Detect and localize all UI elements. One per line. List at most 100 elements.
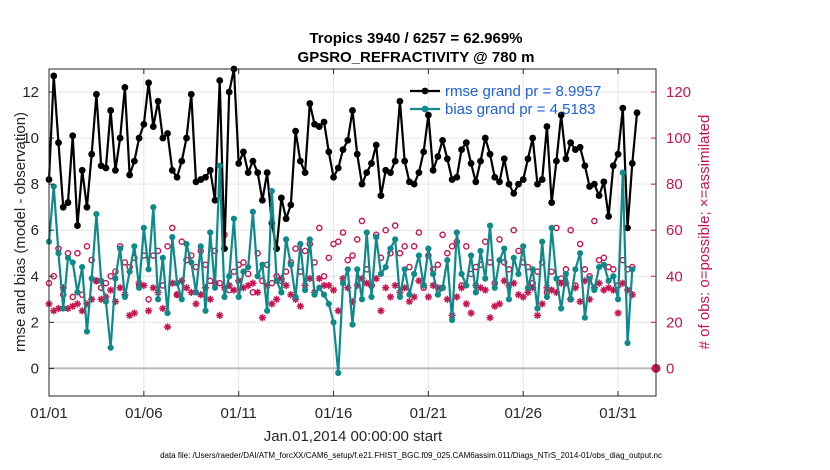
bias-point bbox=[136, 284, 143, 291]
rmse-point bbox=[145, 79, 152, 87]
bias-point bbox=[458, 270, 465, 278]
assimilated-obs-stroke bbox=[74, 300, 81, 307]
assimilated-obs-marker bbox=[230, 286, 238, 294]
assimilated-obs-stroke bbox=[363, 280, 370, 287]
bias-point bbox=[169, 234, 176, 241]
bias-point bbox=[453, 229, 460, 236]
bias-point bbox=[396, 293, 404, 301]
assimilated-obs-stroke bbox=[330, 287, 337, 294]
bias-point bbox=[83, 328, 91, 335]
assimilated-obs-marker bbox=[533, 311, 542, 320]
bias-point bbox=[534, 305, 541, 312]
assimilated-obs-marker bbox=[216, 311, 224, 320]
possible-obs-marker bbox=[107, 272, 114, 280]
possible-obs-marker bbox=[434, 261, 442, 269]
assimilated-obs-marker bbox=[144, 307, 153, 315]
assimilated-obs-marker bbox=[325, 281, 333, 290]
y2-axis-label: # of obs: o=possible; ×=assimilated bbox=[696, 115, 713, 350]
bias-point bbox=[131, 243, 138, 250]
rmse-point bbox=[628, 160, 636, 167]
rmse-point bbox=[254, 169, 262, 177]
bias-point bbox=[221, 293, 228, 301]
rmse-point bbox=[467, 160, 475, 167]
assimilated-obs-stroke bbox=[510, 280, 517, 287]
assimilated-obs-stroke bbox=[534, 312, 541, 319]
rmse-point bbox=[462, 139, 470, 147]
assimilated-obs-marker bbox=[107, 286, 115, 294]
assimilated-obs-marker bbox=[206, 295, 214, 303]
possible-obs-marker bbox=[353, 236, 361, 243]
assimilated-obs-stroke bbox=[373, 275, 380, 282]
assimilated-obs-marker bbox=[382, 284, 390, 292]
bias-point bbox=[216, 162, 223, 169]
y2-tick-label: 60 bbox=[666, 222, 683, 239]
bias-point bbox=[548, 224, 555, 231]
bias-point bbox=[320, 291, 328, 298]
bias-point bbox=[401, 266, 408, 273]
assimilated-obs-marker bbox=[163, 323, 172, 331]
rmse-point bbox=[391, 157, 399, 165]
bias-point bbox=[278, 289, 285, 296]
x-axis: 01/01 01/06 01/11 01/16 01/21 01/26 01/31 bbox=[30, 69, 637, 422]
bias-point bbox=[382, 263, 389, 271]
rmse-point bbox=[50, 72, 58, 80]
bias-point bbox=[145, 266, 152, 273]
possible-obs-marker bbox=[496, 236, 503, 243]
assimilated-obs-stroke bbox=[496, 300, 503, 307]
rmse-point bbox=[524, 155, 532, 163]
assimilated-obs-stroke bbox=[425, 293, 432, 301]
bias-point bbox=[325, 300, 332, 307]
assimilated-obs-marker bbox=[182, 284, 191, 292]
bias-point bbox=[197, 243, 204, 250]
rmse-point bbox=[88, 150, 96, 158]
assimilated-obs-marker bbox=[467, 309, 475, 317]
bias-point bbox=[74, 289, 81, 296]
bias-point bbox=[226, 273, 233, 280]
possible-obs-marker bbox=[567, 226, 574, 234]
rmse-point bbox=[325, 148, 333, 156]
bias-point bbox=[368, 293, 375, 301]
bias-point bbox=[112, 275, 119, 282]
assimilated-obs-marker bbox=[268, 300, 276, 308]
bias-point bbox=[363, 229, 370, 236]
bias-point bbox=[539, 238, 546, 245]
rmse-point bbox=[609, 162, 617, 170]
x-tick-label: 01/06 bbox=[125, 405, 163, 422]
assimilated-obs-stroke bbox=[453, 293, 460, 301]
assimilated-obs-marker bbox=[140, 281, 148, 290]
assimilated-obs-marker bbox=[254, 288, 262, 296]
bias-point bbox=[178, 296, 185, 303]
bias-point bbox=[301, 286, 309, 294]
rmse-point bbox=[614, 150, 622, 158]
assimilated-obs-marker bbox=[258, 314, 266, 322]
bias-point bbox=[264, 307, 271, 314]
possible-obs-marker bbox=[415, 229, 423, 236]
rmse-point bbox=[211, 196, 219, 204]
assimilated-obs-stroke bbox=[325, 282, 332, 289]
bias-point bbox=[420, 282, 427, 289]
x-tick-label: 01/16 bbox=[315, 405, 353, 422]
assimilated-obs-stroke bbox=[159, 305, 166, 312]
y2-tick-label: 80 bbox=[666, 176, 683, 193]
bias-line bbox=[47, 164, 634, 375]
possible-obs-marker bbox=[240, 259, 247, 266]
bias-point bbox=[268, 187, 275, 195]
assimilated-obs-marker bbox=[273, 295, 281, 303]
possible-obs-marker bbox=[515, 247, 522, 255]
legend-rmse-label: rmse grand pr = 8.9957 bbox=[445, 83, 601, 100]
x-tick-label: 01/31 bbox=[599, 405, 637, 422]
rmse-point bbox=[164, 130, 171, 137]
rmse-point bbox=[500, 155, 508, 163]
bias-point bbox=[595, 263, 603, 271]
rmse-point bbox=[216, 77, 224, 84]
y-axis-right: 0 20 40 60 80 100 120 bbox=[651, 84, 691, 377]
bias-point bbox=[249, 208, 257, 215]
assimilated-obs-stroke bbox=[605, 284, 612, 291]
possible-obs-marker bbox=[349, 252, 356, 259]
y-axis-label: rmse and bias (model - observation) bbox=[12, 112, 29, 352]
legend-rmse-marker bbox=[421, 87, 429, 95]
rmse-point bbox=[605, 212, 612, 220]
assimilated-obs-stroke bbox=[140, 282, 147, 289]
bias-point bbox=[387, 245, 394, 252]
rmse-point bbox=[168, 166, 176, 174]
